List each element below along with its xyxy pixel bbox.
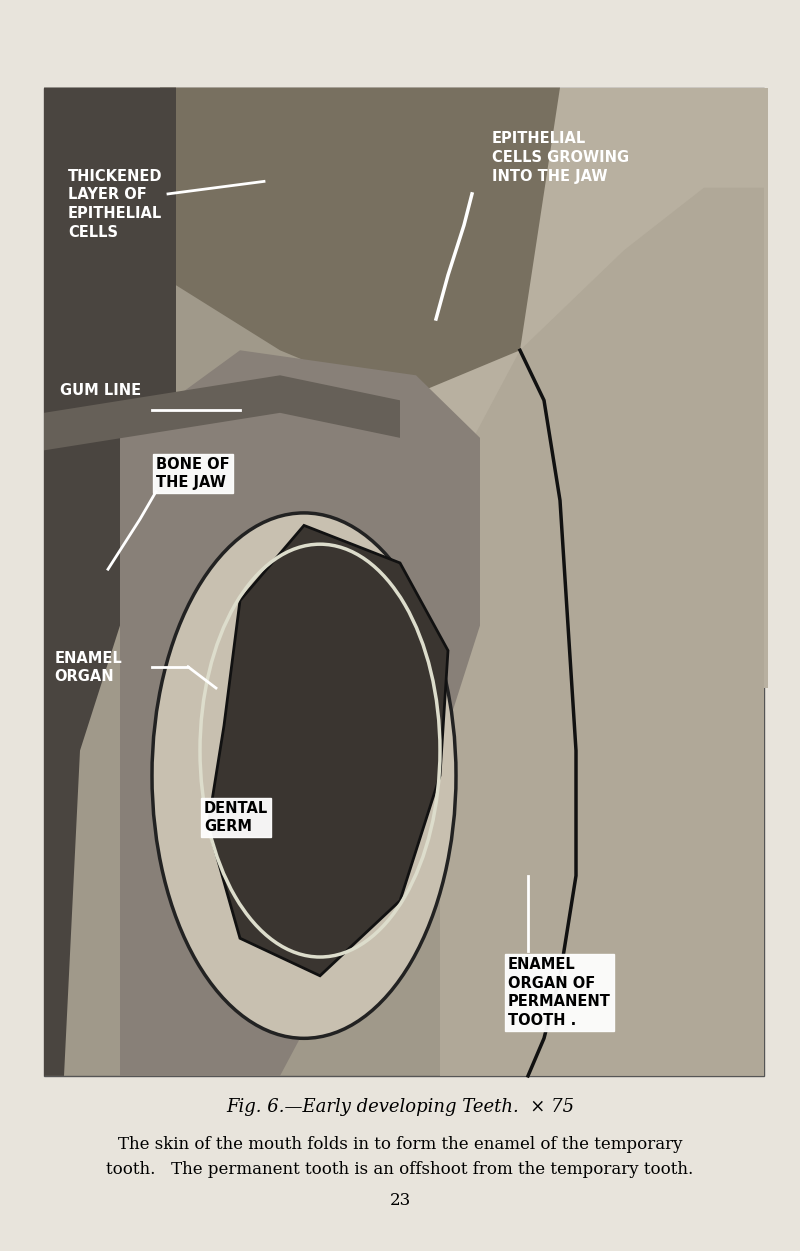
- Polygon shape: [44, 88, 176, 1076]
- Ellipse shape: [152, 513, 456, 1038]
- Text: BONE OF
THE JAW: BONE OF THE JAW: [156, 457, 230, 490]
- Polygon shape: [120, 350, 480, 1076]
- Text: DENTAL
GERM: DENTAL GERM: [204, 801, 268, 834]
- Text: The skin of the mouth folds in to form the enamel of the temporary: The skin of the mouth folds in to form t…: [118, 1136, 682, 1153]
- FancyBboxPatch shape: [360, 88, 768, 688]
- Text: Fig. 6.—Early developing Teeth.  × 75: Fig. 6.—Early developing Teeth. × 75: [226, 1098, 574, 1116]
- Polygon shape: [440, 188, 764, 1076]
- Text: ENAMEL
ORGAN OF
PERMANENT
TOOTH .: ENAMEL ORGAN OF PERMANENT TOOTH .: [508, 957, 611, 1028]
- Text: GUM LINE: GUM LINE: [60, 383, 141, 398]
- Text: 23: 23: [390, 1192, 410, 1210]
- Polygon shape: [160, 88, 560, 400]
- Polygon shape: [208, 525, 448, 976]
- Text: tooth.   The permanent tooth is an offshoot from the temporary tooth.: tooth. The permanent tooth is an offshoo…: [106, 1161, 694, 1178]
- Text: THICKENED
LAYER OF
EPITHELIAL
CELLS: THICKENED LAYER OF EPITHELIAL CELLS: [68, 169, 162, 240]
- FancyBboxPatch shape: [44, 88, 764, 1076]
- Text: ENAMEL
ORGAN: ENAMEL ORGAN: [54, 651, 122, 684]
- Polygon shape: [44, 375, 400, 450]
- Text: EPITHELIAL
CELLS GROWING
INTO THE JAW: EPITHELIAL CELLS GROWING INTO THE JAW: [492, 131, 629, 184]
